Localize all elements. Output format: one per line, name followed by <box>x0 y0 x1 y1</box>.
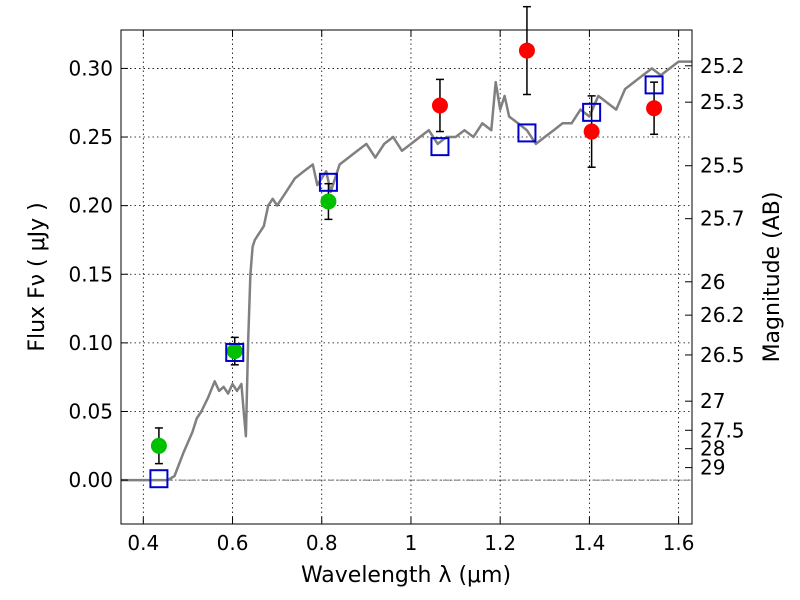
data-point <box>646 100 663 117</box>
right-tick-label: 27.5 <box>700 418 745 442</box>
model-point <box>582 102 602 122</box>
model-point <box>149 469 169 489</box>
y-tick-label: 0.05 <box>68 399 113 423</box>
right-tick-label: 25.7 <box>700 207 745 231</box>
model-point <box>430 137 450 157</box>
x-tick-label: 1.6 <box>663 531 695 555</box>
data-point <box>431 97 448 114</box>
x-tick-label: 0.4 <box>127 531 159 555</box>
y-axis-label: Flux Fν ( μJy ) <box>25 202 50 351</box>
right-tick-label: 26 <box>700 270 725 294</box>
data-point <box>150 437 167 454</box>
x-tick-label: 1.2 <box>484 531 516 555</box>
data-point <box>583 123 600 140</box>
model-point <box>644 75 664 95</box>
y-tick-label: 0.30 <box>68 56 113 80</box>
y-tick-label: 0.10 <box>68 331 113 355</box>
right-tick-label: 28 <box>700 437 725 461</box>
right-tick-label: 25.3 <box>700 90 745 114</box>
y-tick-label: 0.15 <box>68 262 113 286</box>
ticks: 0.4 0.6 0.8 1 1.2 1.4 1.6 0.00 0.05 0.10 0.15 0.20 0… <box>68 30 745 555</box>
model-spectrum-line <box>121 60 692 482</box>
model-point <box>318 172 338 192</box>
data-point <box>518 42 535 59</box>
x-axis-label: Wavelength λ (μm) <box>301 563 511 588</box>
right-tick-label: 29 <box>700 456 725 480</box>
plot-background <box>121 30 692 524</box>
right-tick-label: 26.5 <box>700 343 745 367</box>
y-tick-label: 0.20 <box>68 194 113 218</box>
model-point <box>517 123 537 143</box>
series-layer <box>121 5 692 489</box>
y-tick-label: 0.00 <box>68 468 113 492</box>
right-tick-label: 27 <box>700 389 725 413</box>
plot-frame <box>120 29 693 525</box>
data-point <box>226 343 243 360</box>
y-axis-right-label: Magnitude (AB) <box>760 192 785 363</box>
data-point <box>320 193 337 210</box>
x-tick-label: 0.8 <box>306 531 338 555</box>
right-tick-label: 26.2 <box>700 303 745 327</box>
right-tick-label: 25.2 <box>700 54 745 78</box>
y-tick-label: 0.25 <box>68 125 113 149</box>
x-tick-label: 1.4 <box>573 531 605 555</box>
x-tick-label: 0.6 <box>217 531 249 555</box>
x-tick-label: 1 <box>405 531 418 555</box>
right-tick-label: 25.5 <box>700 154 745 178</box>
model-point <box>225 342 245 362</box>
